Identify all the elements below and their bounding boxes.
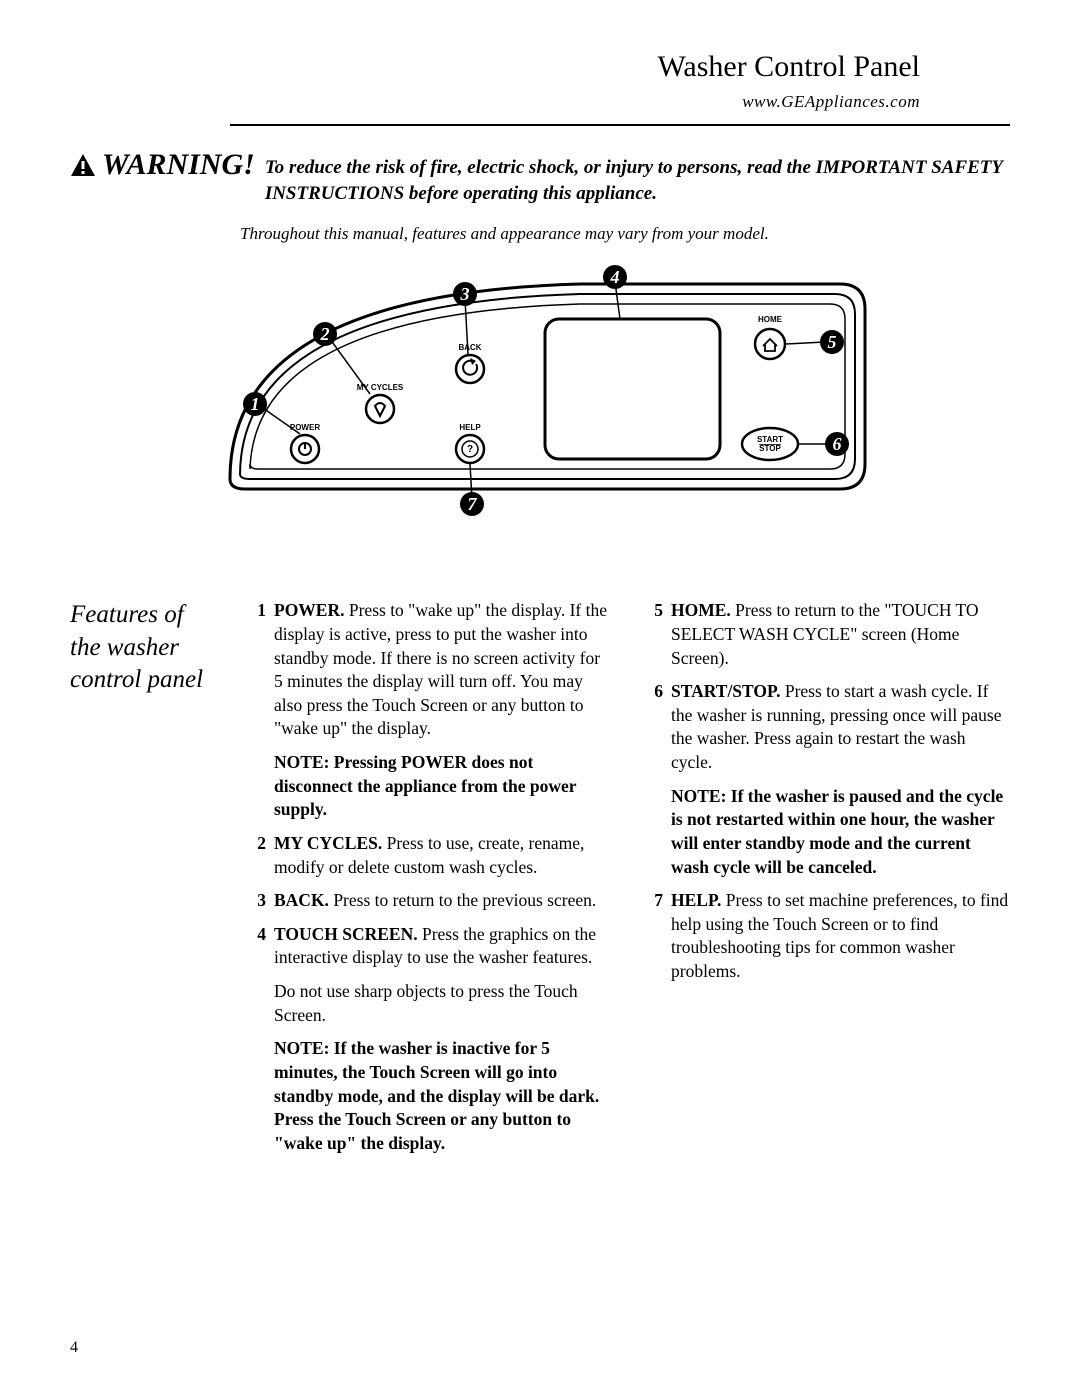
manual-subnote: Throughout this manual, features and app… bbox=[240, 224, 1010, 244]
svg-text:START: START bbox=[757, 435, 783, 444]
feature-extra: Do not use sharp objects to press the To… bbox=[274, 980, 613, 1027]
svg-text:STOP: STOP bbox=[759, 444, 781, 453]
svg-text:2: 2 bbox=[320, 324, 330, 344]
feature-lead: TOUCH SCREEN. bbox=[274, 924, 418, 944]
svg-text:7: 7 bbox=[468, 494, 478, 514]
svg-text:HOME: HOME bbox=[758, 315, 783, 324]
warning-row: WARNING! To reduce the risk of fire, ele… bbox=[70, 148, 1010, 206]
feature-item: 6START/STOP. Press to start a wash cycle… bbox=[641, 680, 1010, 775]
svg-text:5: 5 bbox=[828, 332, 837, 352]
features-col-left: 1POWER. Press to "wake up" the display. … bbox=[244, 599, 613, 1165]
feature-body: TOUCH SCREEN. Press the graphics on the … bbox=[274, 923, 613, 970]
svg-text:?: ? bbox=[467, 444, 473, 455]
feature-lead: START/STOP. bbox=[671, 681, 780, 701]
features-col-right: 5HOME. Press to return to the "TOUCH TO … bbox=[641, 599, 1010, 1165]
feature-num: 4 bbox=[244, 923, 266, 970]
feature-body: START/STOP. Press to start a wash cycle.… bbox=[671, 680, 1010, 775]
features-heading: Features of the washer control panel bbox=[70, 599, 220, 1165]
page-number: 4 bbox=[70, 1339, 78, 1357]
feature-item: 1POWER. Press to "wake up" the display. … bbox=[244, 599, 613, 741]
warning-icon bbox=[70, 153, 96, 177]
control-panel-diagram: POWER MY CYCLES BACK ? HELP HOME START S… bbox=[70, 264, 1010, 539]
feature-body: POWER. Press to "wake up" the display. I… bbox=[274, 599, 613, 741]
feature-item: 4TOUCH SCREEN. Press the graphics on the… bbox=[244, 923, 613, 970]
feature-lead: MY CYCLES. bbox=[274, 833, 382, 853]
svg-text:HELP: HELP bbox=[459, 423, 481, 432]
svg-text:3: 3 bbox=[460, 284, 470, 304]
svg-text:1: 1 bbox=[251, 394, 260, 414]
feature-item: 3 BACK. Press to return to the previous s… bbox=[244, 889, 613, 913]
feature-num: 3 bbox=[244, 889, 266, 913]
feature-num: 1 bbox=[244, 599, 266, 741]
svg-text:4: 4 bbox=[610, 267, 620, 287]
feature-body: BACK. Press to return to the previous sc… bbox=[274, 889, 613, 913]
page-title: Washer Control Panel bbox=[70, 50, 920, 84]
feature-lead: HOME. bbox=[671, 600, 731, 620]
feature-note: NOTE: Pressing POWER does not disconnect… bbox=[274, 751, 613, 822]
feature-lead: POWER. bbox=[274, 600, 345, 620]
feature-num: 6 bbox=[641, 680, 663, 775]
feature-body: MY CYCLES. Press to use, create, rename,… bbox=[274, 832, 613, 879]
feature-num: 5 bbox=[641, 599, 663, 670]
feature-body: HELP. Press to set machine preferences, … bbox=[671, 889, 1010, 984]
feature-lead: BACK. bbox=[274, 890, 329, 910]
feature-item: 2MY CYCLES. Press to use, create, rename… bbox=[244, 832, 613, 879]
feature-num: 7 bbox=[641, 889, 663, 984]
warning-text: To reduce the risk of fire, electric sho… bbox=[265, 148, 1010, 206]
feature-item: 7HELP. Press to set machine preferences,… bbox=[641, 889, 1010, 984]
svg-text:BACK: BACK bbox=[458, 343, 481, 352]
feature-lead: HELP. bbox=[671, 890, 721, 910]
warning-label: WARNING! bbox=[70, 148, 255, 182]
feature-note: NOTE: If the washer is paused and the cy… bbox=[671, 785, 1010, 880]
feature-note: NOTE: If the washer is inactive for 5 mi… bbox=[274, 1037, 613, 1155]
feature-num: 2 bbox=[244, 832, 266, 879]
divider bbox=[230, 124, 1010, 126]
svg-text:6: 6 bbox=[833, 434, 842, 454]
feature-item: 5HOME. Press to return to the "TOUCH TO … bbox=[641, 599, 1010, 670]
header-url: www.GEAppliances.com bbox=[70, 92, 920, 112]
feature-body: HOME. Press to return to the "TOUCH TO S… bbox=[671, 599, 1010, 670]
